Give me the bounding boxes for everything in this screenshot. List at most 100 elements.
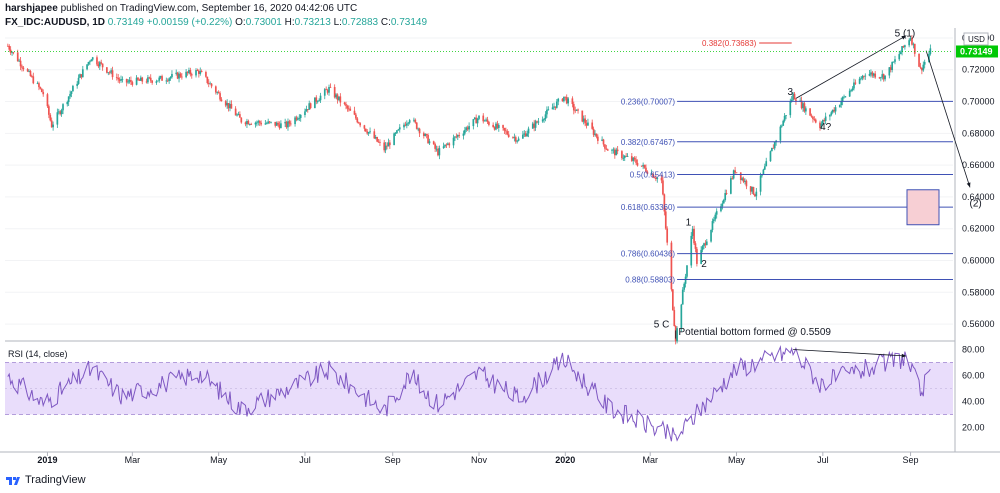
candle-body [318,100,320,102]
candle-body [289,123,292,125]
candle-body [681,289,684,305]
candle-body [660,177,663,181]
candle-body [141,77,144,82]
candle-body [749,186,752,192]
wave-arrow-3-to-5-head [901,35,907,40]
brand-footer[interactable]: TradingView [5,474,86,486]
candle-body [159,76,162,78]
candle-body [912,43,915,45]
candle-body [111,70,114,78]
candle-body [28,71,30,72]
candle-body [70,91,73,94]
candle-body [374,137,377,139]
candle-body [829,114,831,117]
candle-body [913,43,916,54]
candle-body [57,111,60,113]
candle-body [356,118,359,123]
candle-body [415,122,418,129]
candle-body [478,115,480,119]
candle-body [779,126,782,141]
candle-body [860,78,862,80]
price-tick-label: 0.66000 [962,160,995,170]
candle-body [531,123,534,129]
wave-annotation: 5 C [654,319,670,330]
candle-body [475,117,478,124]
candle-body [121,78,124,80]
candle-body [52,124,54,128]
candle-body [908,40,910,46]
candle-body [455,136,458,138]
candle-body [584,118,586,124]
candle-body [377,141,380,143]
candle-body [87,61,90,65]
candle-body [31,76,33,77]
candle-body [803,103,806,112]
candle-body [220,99,223,102]
candle-body [606,149,609,151]
candle-body [359,123,361,126]
candle-body [517,138,520,141]
candle-body [117,77,120,80]
candle-body [130,80,132,83]
low-value: 0.72883 [341,17,379,28]
candle-body [844,96,847,98]
candle-body [189,70,192,75]
candle-body [8,45,11,50]
candle-body [106,67,108,73]
candle-body [544,114,547,119]
candle-body [448,143,451,146]
candle-body [783,115,786,121]
candle-body [39,87,42,89]
candle-body [147,77,149,83]
candle-body [442,146,445,149]
candle-body [772,147,775,149]
candle-body [254,122,257,125]
candle-body [853,82,855,89]
candle-body [473,117,476,120]
candle-body [59,111,62,115]
candle-body [364,128,367,132]
candle-body [437,148,439,156]
candle-body [101,63,104,68]
candle-body [547,109,550,111]
price-tick-label: 0.62000 [962,224,995,234]
price-tick-label: 0.72000 [962,65,995,75]
candle-body [26,69,29,72]
candle-body [219,93,221,100]
rsi-divergence-arrow-head [901,353,907,358]
candle-body [630,156,633,161]
candle-body [176,72,179,79]
candle-body [260,122,262,125]
candle-body [36,83,39,85]
rsi-tick-label: 80.00 [962,345,985,355]
high-value: 0.73213 [294,17,331,28]
candle-body [239,114,241,118]
candle-body [287,121,289,128]
candle-body [616,149,619,152]
candle-body [407,122,410,124]
candle-body [904,45,906,48]
publisher-name[interactable]: harshjapee [5,3,58,14]
candle-body [929,48,932,55]
candle-body [179,73,182,77]
candle-body [384,145,387,151]
candle-body [486,119,489,122]
candle-body [60,110,63,115]
candle-body [214,86,217,93]
candle-body [408,120,411,123]
time-axis-label: Jul [817,455,829,465]
candle-body [858,78,861,84]
candle-body [686,265,688,277]
candle-body [305,109,308,112]
symbol-label[interactable]: FX_IDC:AUDUSD, 1D [5,17,106,28]
candle-body [72,85,74,92]
low-label: L: [333,17,342,28]
candle-body [336,94,339,100]
candle-body [447,143,449,145]
candle-body [346,105,349,109]
candle-body [613,149,616,156]
fib-level-label: 0.382(0.67467) [621,138,676,147]
candle-body [892,61,895,63]
candle-body [923,61,926,65]
candle-body [863,75,865,77]
